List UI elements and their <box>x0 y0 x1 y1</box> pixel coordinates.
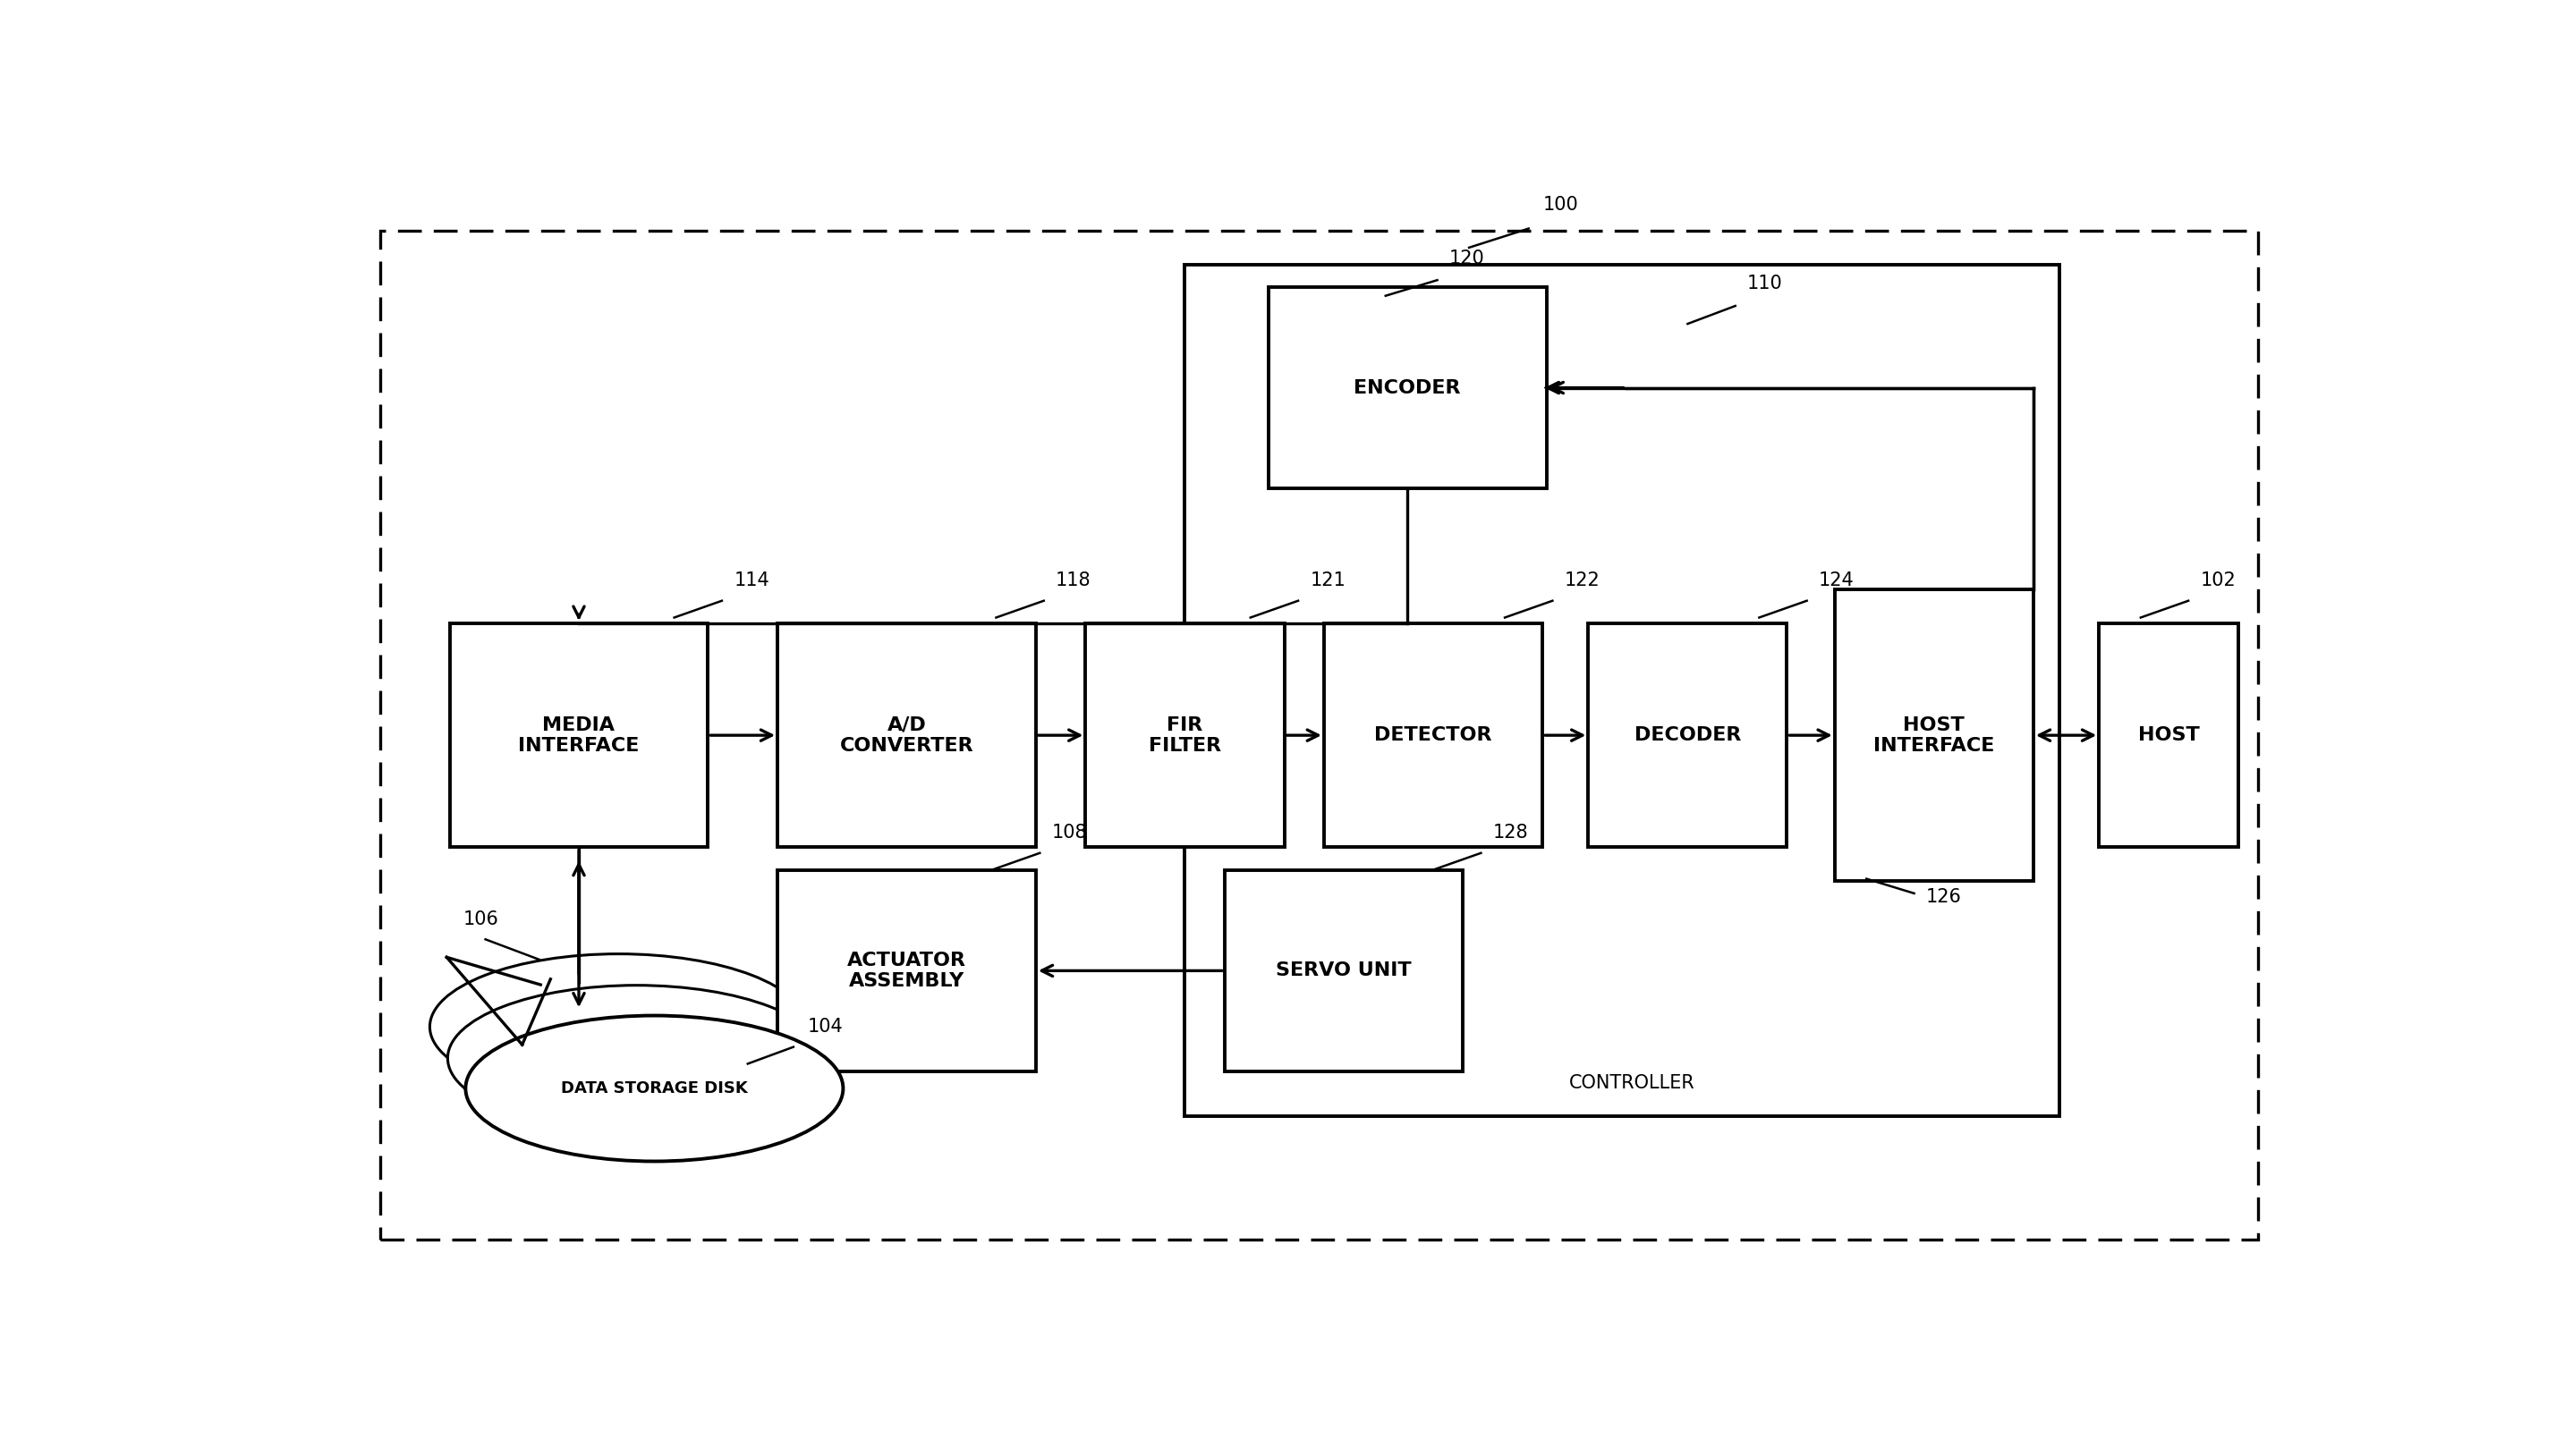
Text: CONTROLLER: CONTROLLER <box>1569 1075 1695 1092</box>
Text: 110: 110 <box>1746 275 1782 293</box>
Text: 126: 126 <box>1926 888 1961 906</box>
Bar <box>449 623 708 847</box>
Ellipse shape <box>467 1016 844 1162</box>
Text: 124: 124 <box>1818 572 1854 590</box>
Bar <box>1085 623 1285 847</box>
Text: ENCODER: ENCODER <box>1354 379 1461 396</box>
Text: 114: 114 <box>733 572 769 590</box>
Text: A/D
CONVERTER: A/D CONVERTER <box>841 716 974 754</box>
Bar <box>379 230 2259 1239</box>
Bar <box>777 623 1036 847</box>
Text: ACTUATOR
ASSEMBLY: ACTUATOR ASSEMBLY <box>846 951 967 990</box>
Bar <box>777 869 1036 1072</box>
Ellipse shape <box>431 954 808 1099</box>
Text: 128: 128 <box>1492 824 1528 842</box>
Text: 122: 122 <box>1564 572 1600 590</box>
Text: HOST
INTERFACE: HOST INTERFACE <box>1874 716 1995 754</box>
Bar <box>1323 623 1544 847</box>
Text: 104: 104 <box>808 1018 844 1035</box>
Bar <box>1185 265 2059 1117</box>
Text: 102: 102 <box>2200 572 2236 590</box>
Bar <box>2100 623 2238 847</box>
Text: DECODER: DECODER <box>1633 727 1741 744</box>
Bar <box>1587 623 1787 847</box>
Bar <box>1269 287 1546 489</box>
Text: DETECTOR: DETECTOR <box>1374 727 1492 744</box>
Text: FIR
FILTER: FIR FILTER <box>1149 716 1220 754</box>
Bar <box>1836 590 2033 881</box>
Text: SERVO UNIT: SERVO UNIT <box>1277 962 1413 980</box>
Text: 121: 121 <box>1310 572 1346 590</box>
Bar <box>1226 869 1464 1072</box>
Text: MEDIA
INTERFACE: MEDIA INTERFACE <box>518 716 638 754</box>
Text: HOST: HOST <box>2138 727 2200 744</box>
Text: 118: 118 <box>1056 572 1092 590</box>
Text: 120: 120 <box>1449 250 1485 268</box>
Text: 106: 106 <box>464 910 500 927</box>
Text: 100: 100 <box>1544 197 1577 214</box>
Text: DATA STORAGE DISK: DATA STORAGE DISK <box>562 1080 749 1096</box>
Text: 108: 108 <box>1051 824 1087 842</box>
Ellipse shape <box>449 986 826 1131</box>
